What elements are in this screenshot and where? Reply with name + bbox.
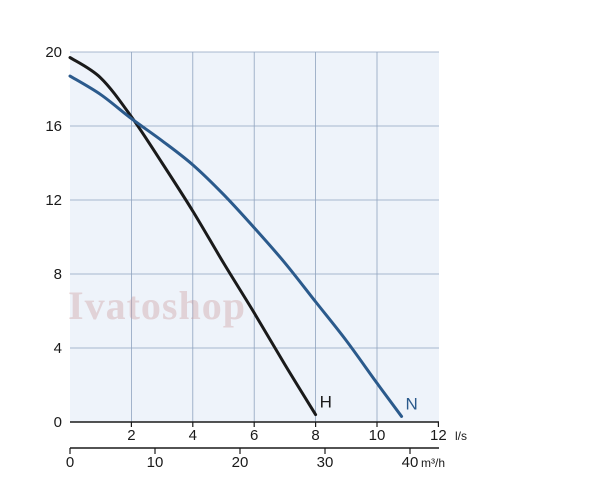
x2-tick-label: 20 xyxy=(232,454,249,471)
series-line-n xyxy=(68,74,404,418)
series-lines xyxy=(68,56,404,418)
x2-tick-label: 0 xyxy=(66,454,74,471)
series-label-h: H xyxy=(320,393,332,412)
x-tick-label: 12 xyxy=(430,427,447,444)
y-tick-label: 20 xyxy=(45,44,62,61)
x-tick-label: 6 xyxy=(250,427,258,444)
y-tick-label: 12 xyxy=(45,192,62,209)
y-tick-label: 8 xyxy=(54,266,62,283)
axes xyxy=(69,421,439,454)
x-tick-label: 2 xyxy=(127,427,135,444)
x-unit-label-ls: l/s xyxy=(455,429,467,443)
x-tick-label: 8 xyxy=(311,427,319,444)
y-tick-label: 0 xyxy=(54,414,62,431)
x2-tick-label: 10 xyxy=(147,454,164,471)
x-tick-label: 4 xyxy=(189,427,197,444)
grid-lines xyxy=(70,51,439,422)
series-label-n: N xyxy=(406,394,418,413)
series-line-h xyxy=(68,56,318,417)
x2-tick-label: 40 xyxy=(402,454,419,471)
x2-unit-label-m3h: m³/h xyxy=(421,456,445,470)
x-tick-label: 10 xyxy=(369,427,386,444)
y-tick-label: 4 xyxy=(54,340,62,357)
x2-tick-label: 30 xyxy=(317,454,334,471)
y-tick-label: 16 xyxy=(45,118,62,135)
